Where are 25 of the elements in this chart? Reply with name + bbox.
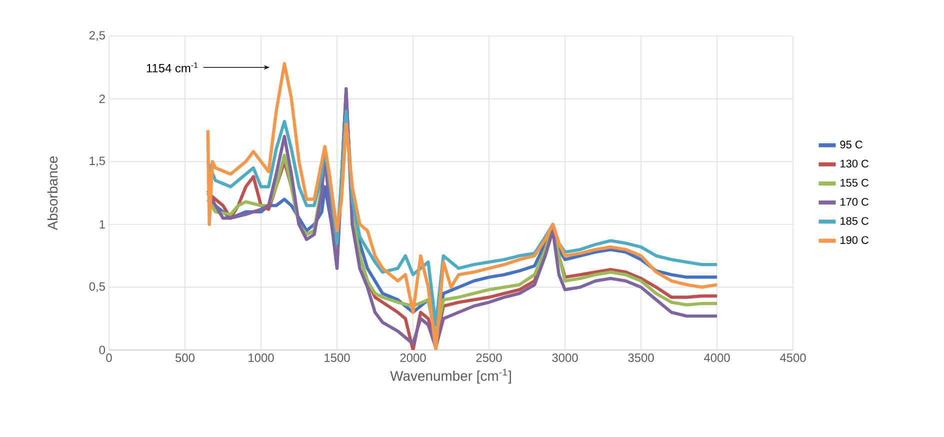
legend-label: 170 C — [840, 198, 869, 206]
legend-label: 130 C — [840, 160, 869, 168]
annotation: 1154 cm$^{-1}$ — [146, 62, 198, 72]
x-axis-title: Wavenumber [cm$^{-1}$] — [390, 368, 511, 384]
x-tick-label: 500 — [176, 354, 195, 362]
legend-label: 155 C — [840, 178, 869, 187]
x-tick-label: 0 — [106, 354, 112, 362]
y-tick-label: 2,5 — [89, 31, 105, 41]
x-tick-label: 3500 — [628, 354, 654, 362]
x-tick-label: 1000 — [248, 354, 274, 362]
x-tick-label: 2500 — [476, 354, 502, 362]
y-tick-label: 1,5 — [90, 156, 105, 166]
y-tick-label: 1 — [100, 220, 105, 229]
y-tick-label: 0,5 — [89, 282, 105, 292]
y-axis-title: Absorbance — [47, 156, 58, 230]
x-tick-label: 4000 — [704, 354, 730, 362]
y-tick-label: 0 — [99, 346, 106, 354]
x-tick-label: 2000 — [400, 354, 426, 362]
legend-label: 95 C — [840, 140, 862, 148]
x-tick-label: 1500 — [324, 354, 350, 362]
x-tick-label: 4500 — [780, 354, 806, 362]
x-tick-label: 3000 — [552, 354, 578, 362]
legend-label: 190 C — [840, 236, 869, 244]
legend-label: 185 C — [840, 217, 869, 225]
y-tick-label: 2 — [99, 94, 105, 103]
